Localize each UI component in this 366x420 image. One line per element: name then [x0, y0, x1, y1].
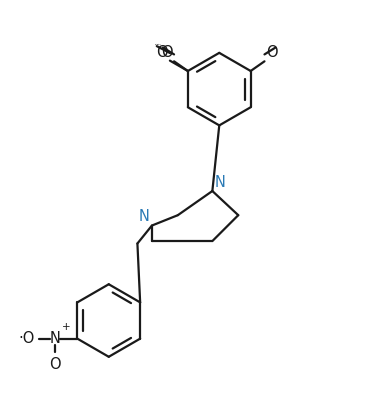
Text: methyl: methyl: [155, 44, 160, 45]
Text: N: N: [214, 175, 225, 189]
Text: methyl: methyl: [157, 44, 162, 45]
Text: O: O: [157, 45, 168, 60]
Text: N: N: [49, 331, 60, 346]
Text: +: +: [62, 323, 70, 333]
Text: O: O: [161, 45, 173, 60]
Text: ·O: ·O: [19, 331, 35, 346]
Text: O: O: [266, 45, 277, 60]
Text: O: O: [49, 357, 61, 372]
Text: N: N: [139, 209, 150, 224]
